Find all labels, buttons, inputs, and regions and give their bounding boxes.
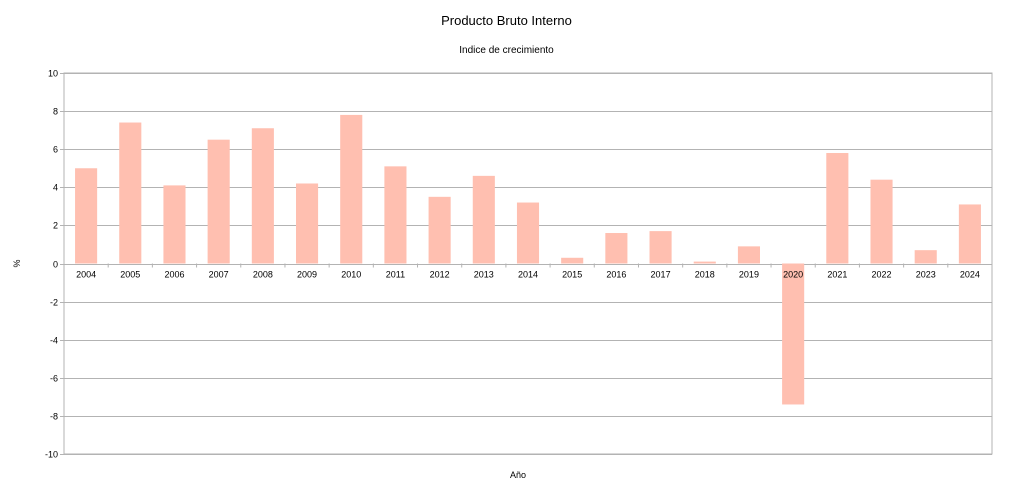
- bar-2012: [428, 196, 451, 264]
- bar-2005: [119, 122, 142, 264]
- x-tick-label: 2022: [872, 270, 892, 280]
- bar-2015: [561, 257, 584, 264]
- bar-2024: [958, 204, 981, 264]
- x-tick-label: 2024: [960, 270, 980, 280]
- bar-2018: [693, 261, 716, 264]
- y-tick-label: 4: [53, 183, 58, 193]
- x-tick-label: 2020: [783, 270, 803, 280]
- x-tick-label: 2021: [827, 270, 847, 280]
- plot-area-frame: [63, 72, 993, 455]
- x-tick-label: 2007: [209, 270, 229, 280]
- bar-2006: [163, 185, 186, 264]
- y-tick-label: -6: [50, 374, 58, 384]
- y-tick-label: 6: [53, 145, 58, 155]
- x-tick-label: 2009: [297, 270, 317, 280]
- y-axis-title: %: [12, 259, 22, 267]
- y-tick-label: 2: [53, 221, 58, 231]
- x-tick-label: 2013: [474, 270, 494, 280]
- bar-2009: [296, 183, 319, 264]
- bar-2017: [649, 231, 672, 264]
- x-tick-label: 2015: [562, 270, 582, 280]
- x-tick-label: 2006: [164, 270, 184, 280]
- bar-2014: [516, 202, 540, 264]
- y-tick-label: -4: [50, 336, 58, 346]
- y-tick-label: -8: [50, 412, 58, 422]
- bar-2021: [826, 153, 849, 264]
- bar-2020: [782, 263, 805, 405]
- bar-2019: [737, 246, 760, 264]
- chart-subtitle: Indice de crecimiento: [459, 45, 554, 56]
- bar-2004: [75, 168, 98, 264]
- x-tick-labels: 2004 2005 2006 2007 2008 2009 2010 2011 2012 2013…: [76, 270, 980, 280]
- y-tick-label: -2: [50, 298, 58, 308]
- bar-2016: [605, 233, 628, 264]
- x-tick-label: 2005: [120, 270, 140, 280]
- x-tick-label: 2008: [253, 270, 273, 280]
- y-tick-label: 10: [48, 69, 58, 79]
- bar-2008: [251, 128, 274, 264]
- bar-2022: [870, 179, 893, 264]
- x-tick-label: 2016: [606, 270, 626, 280]
- x-axis-title: Año: [510, 470, 526, 480]
- x-tick-label: 2012: [430, 270, 450, 280]
- bar-2011: [384, 166, 407, 264]
- x-tick-label: 2014: [518, 270, 538, 280]
- bar-2007: [207, 139, 230, 264]
- y-tick-label: 0: [53, 260, 58, 270]
- y-tick-labels: 10 8 6 4 2 0 -2 -4 -6 -8 -10: [45, 69, 58, 460]
- bar-2013: [472, 175, 495, 264]
- bars: [75, 114, 981, 405]
- x-tick-label: 2004: [76, 270, 96, 280]
- chart-title: Producto Bruto Interno: [441, 13, 572, 28]
- bar-2010: [340, 114, 363, 264]
- x-tick-label: 2023: [916, 270, 936, 280]
- x-tick-label: 2010: [341, 270, 361, 280]
- bar-2023: [914, 250, 937, 264]
- x-tick-label: 2019: [739, 270, 759, 280]
- y-tick-label: 8: [53, 107, 58, 117]
- x-tick-label: 2018: [695, 270, 715, 280]
- x-tick-label: 2011: [386, 270, 405, 280]
- x-tick-label: 2017: [651, 270, 671, 280]
- grid-lines: [60, 73, 993, 455]
- y-tick-label: -10: [45, 450, 58, 460]
